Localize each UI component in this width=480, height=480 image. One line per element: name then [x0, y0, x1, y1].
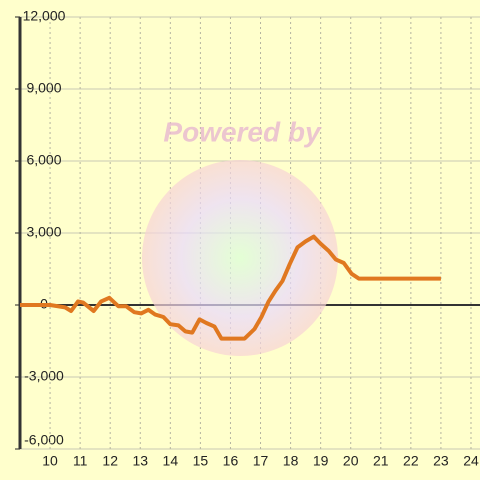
y-tick-label: 9,000 [26, 80, 61, 96]
x-tick-label: 20 [343, 453, 359, 469]
x-tick-label: 17 [253, 453, 269, 469]
x-tick-label: 22 [403, 453, 419, 469]
y-tick-label: -3,000 [24, 368, 64, 384]
x-tick-label: 23 [433, 453, 449, 469]
watermark: Powered by [163, 116, 322, 147]
x-tick-label: 19 [313, 453, 329, 469]
y-tick-label: 12,000 [23, 8, 66, 24]
x-tick-label: 10 [42, 453, 58, 469]
x-tick-label: 18 [283, 453, 299, 469]
y-tick-label: 3,000 [26, 224, 61, 240]
x-tick-label: 15 [193, 453, 209, 469]
y-tick-label: 6,000 [26, 152, 61, 168]
x-tick-label: 16 [223, 453, 239, 469]
x-tick-label: 24 [463, 453, 479, 469]
x-tick-label: 21 [373, 453, 389, 469]
x-tick-label: 14 [163, 453, 179, 469]
plot [20, 234, 441, 341]
watermark-logo [142, 160, 338, 356]
x-tick-label: 11 [73, 453, 88, 469]
series-line [20, 234, 441, 341]
x-tick-label: 12 [102, 453, 118, 469]
y-tick-label: -6,000 [24, 432, 64, 448]
x-tick-label: 13 [132, 453, 148, 469]
